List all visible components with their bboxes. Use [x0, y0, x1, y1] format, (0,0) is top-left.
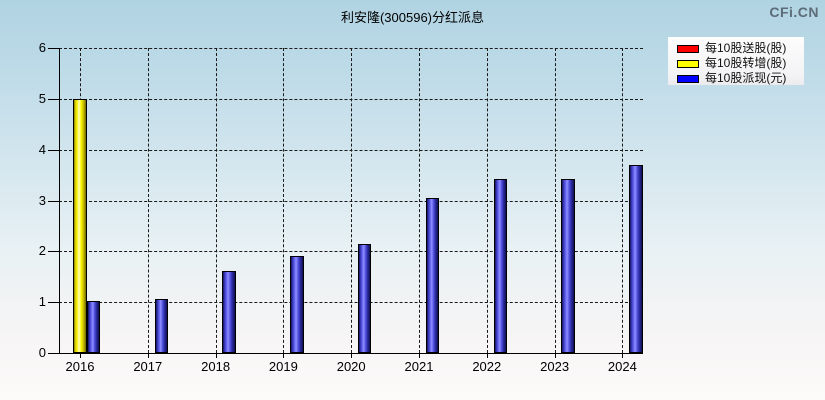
- legend-item-songgu: 每10股送股(股): [668, 41, 804, 56]
- x-axis-line: [59, 353, 643, 354]
- y-axis-tick: [48, 302, 59, 304]
- legend-item-paixian: 每10股派现(元): [668, 71, 804, 86]
- y-axis-tick: [48, 149, 59, 151]
- bar-blue-2019: [290, 256, 304, 353]
- gridline-v: [554, 48, 556, 353]
- x-axis-tick: [80, 353, 81, 358]
- legend-label-songgu: 每10股送股(股): [705, 41, 787, 55]
- bar-blue-2023: [561, 179, 575, 353]
- legend-item-zhuanzeng: 每10股转增(股): [668, 56, 804, 71]
- legend-swatch-yellow: [677, 59, 699, 68]
- x-axis-tick: [147, 353, 149, 358]
- y-axis-label: 2: [38, 243, 46, 259]
- y-axis-label: 5: [38, 90, 46, 106]
- y-axis-line: [59, 48, 60, 354]
- bar-blue-2024: [629, 164, 643, 353]
- chart-title: 利安隆(300596)分红派息: [340, 10, 485, 25]
- y-axis-label: 1: [38, 294, 46, 310]
- bar-blue-2021: [425, 198, 440, 353]
- gridline-h: [59, 98, 643, 100]
- gridline-v: [283, 48, 285, 353]
- y-axis-tick: [48, 200, 59, 202]
- bar-blue-2016: [86, 300, 101, 353]
- x-axis-label: 2023: [540, 359, 570, 374]
- x-axis-tick: [215, 353, 217, 358]
- x-axis-tick: [486, 353, 488, 358]
- y-axis-tick: [48, 98, 59, 100]
- legend: 每10股送股(股) 每10股转增(股) 每10股派现(元): [668, 37, 804, 85]
- bar-blue-2020: [357, 243, 372, 353]
- x-axis-label: 2021: [404, 359, 434, 374]
- gridline-h: [59, 48, 643, 49]
- y-axis-label: 4: [38, 141, 46, 157]
- x-axis-label: 2018: [201, 359, 231, 374]
- legend-swatch-red: [677, 44, 699, 53]
- gridline-h: [59, 251, 643, 253]
- legend-label-zhuanzeng: 每10股转增(股): [705, 56, 787, 70]
- y-axis-label: 6: [38, 40, 46, 55]
- x-axis-tick: [419, 353, 420, 358]
- y-axis-tick: [48, 48, 59, 49]
- y-axis-tick: [48, 353, 59, 354]
- x-axis-label: 2022: [472, 359, 502, 374]
- gridline-v: [622, 48, 624, 353]
- gridline-v: [351, 48, 353, 353]
- x-axis-tick: [283, 353, 285, 358]
- x-axis-label: 2017: [133, 359, 163, 374]
- x-axis-label: 2024: [607, 359, 637, 374]
- x-axis-label: 2019: [268, 359, 298, 374]
- y-axis-label: 3: [38, 192, 46, 208]
- bar-blue-2017: [154, 299, 169, 353]
- y-axis-label: 0: [38, 345, 46, 360]
- legend-label-paixian: 每10股派现(元): [705, 71, 787, 85]
- bar-yellow-2016: [73, 98, 87, 353]
- x-axis-tick: [554, 353, 556, 358]
- x-axis-tick: [351, 353, 353, 358]
- bar-blue-2022: [493, 179, 508, 353]
- legend-swatch-blue: [677, 74, 699, 83]
- x-axis-label: 2016: [65, 359, 95, 374]
- x-axis-tick: [622, 353, 624, 358]
- x-axis-label: 2020: [336, 359, 366, 374]
- bar-blue-2018: [222, 271, 236, 353]
- gridline-v: [147, 48, 149, 353]
- gridline-h: [59, 200, 643, 202]
- gridline-v: [215, 48, 217, 353]
- gridline-h: [59, 149, 643, 151]
- gridline-v: [486, 48, 488, 353]
- cfi-cn-logo: CFi.CN: [769, 4, 819, 20]
- y-axis-tick: [48, 251, 59, 253]
- gridline-h: [59, 302, 643, 304]
- gridline-v: [419, 48, 420, 353]
